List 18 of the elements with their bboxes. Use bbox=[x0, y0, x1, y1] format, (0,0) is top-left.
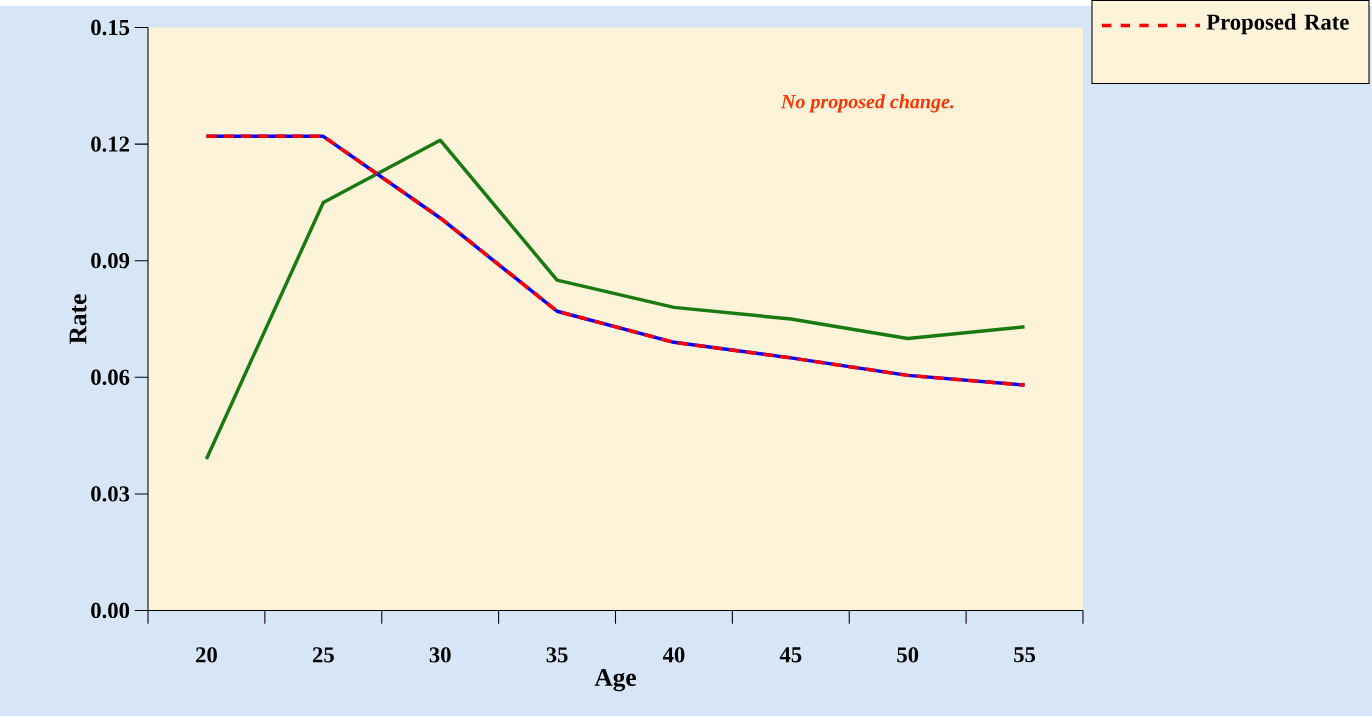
x-tick-label: 50 bbox=[897, 647, 919, 663]
y-tick-label: 0.09 bbox=[91, 253, 130, 269]
x-tick-label: 25 bbox=[312, 647, 334, 663]
x-tick-label: 45 bbox=[779, 647, 802, 663]
x-tick-label: 40 bbox=[662, 647, 685, 663]
x-axis-title: Age bbox=[594, 669, 636, 692]
x-tick-label: 55 bbox=[1014, 647, 1036, 663]
x-tick-label: 30 bbox=[429, 647, 451, 663]
y-tick-label: 0.15 bbox=[91, 20, 130, 36]
annotation: No proposed change. bbox=[780, 94, 954, 113]
y-tick-label: 0.03 bbox=[91, 486, 130, 502]
y-tick-label: 0.12 bbox=[91, 136, 129, 153]
x-tick-label: 35 bbox=[546, 647, 568, 663]
x-tick-label: 20 bbox=[196, 647, 217, 663]
y-tick-label: 0.00 bbox=[91, 603, 130, 619]
y-tick-label: 0.06 bbox=[91, 369, 130, 386]
legend-label: Proposed Rate bbox=[1206, 14, 1349, 35]
y-axis-title: Rate bbox=[69, 294, 87, 345]
